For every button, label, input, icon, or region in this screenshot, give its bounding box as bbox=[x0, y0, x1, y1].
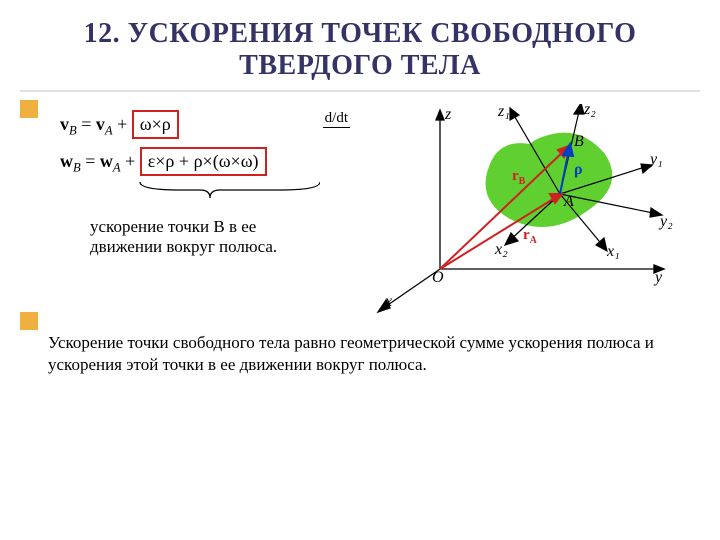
conclusion-text: Ускорение точки свободного тела равно ге… bbox=[0, 314, 720, 376]
rho-vector-label: ρ bbox=[574, 161, 583, 178]
rigid-body-shape bbox=[486, 133, 613, 227]
brace bbox=[60, 180, 360, 205]
origin-label: O bbox=[432, 269, 444, 286]
content-row: vB = vA + ω×ρ d/dt wB = wA + ε×ρ + ρ×(ω×… bbox=[0, 104, 720, 314]
derivative-arrow: d/dt bbox=[323, 110, 350, 128]
point-A-label: A bbox=[563, 193, 574, 210]
z1-label: z₁ bbox=[497, 104, 510, 120]
accent-square-2 bbox=[20, 312, 38, 330]
formula-velocity: vB = vA + ω×ρ d/dt bbox=[60, 110, 360, 139]
z-axis-label: z bbox=[444, 106, 452, 123]
x1-label: x₁ bbox=[606, 243, 620, 260]
coordinate-diagram: O x y z z₁ z₂ y₁ y₂ x₁ x₂ A B rA rB ρ bbox=[360, 104, 690, 314]
point-B-label: B bbox=[574, 133, 584, 150]
y2-label: y₂ bbox=[658, 213, 673, 230]
x-axis-label: x bbox=[384, 293, 392, 310]
velocity-rotational-term: ω×ρ bbox=[132, 110, 179, 139]
formula-acceleration: wB = wA + ε×ρ + ρ×(ω×ω) bbox=[60, 147, 360, 176]
slide-title: 12. УСКОРЕНИЯ ТОЧЕК СВОБОДНОГО ТВЕРДОГО … bbox=[0, 0, 720, 90]
brace-caption: ускорение точки B в ее движении вокруг п… bbox=[60, 205, 320, 257]
x2-label: x₂ bbox=[494, 241, 508, 258]
accent-square bbox=[20, 100, 38, 118]
rA-vector-label: rA bbox=[523, 227, 538, 246]
title-underline bbox=[20, 90, 700, 92]
y-axis-label: y bbox=[653, 269, 663, 286]
z2-label: z₂ bbox=[583, 104, 596, 118]
y1-label: y₁ bbox=[648, 151, 663, 168]
acceleration-rotational-term: ε×ρ + ρ×(ω×ω) bbox=[140, 147, 267, 176]
formula-block: vB = vA + ω×ρ d/dt wB = wA + ε×ρ + ρ×(ω×… bbox=[60, 104, 360, 257]
